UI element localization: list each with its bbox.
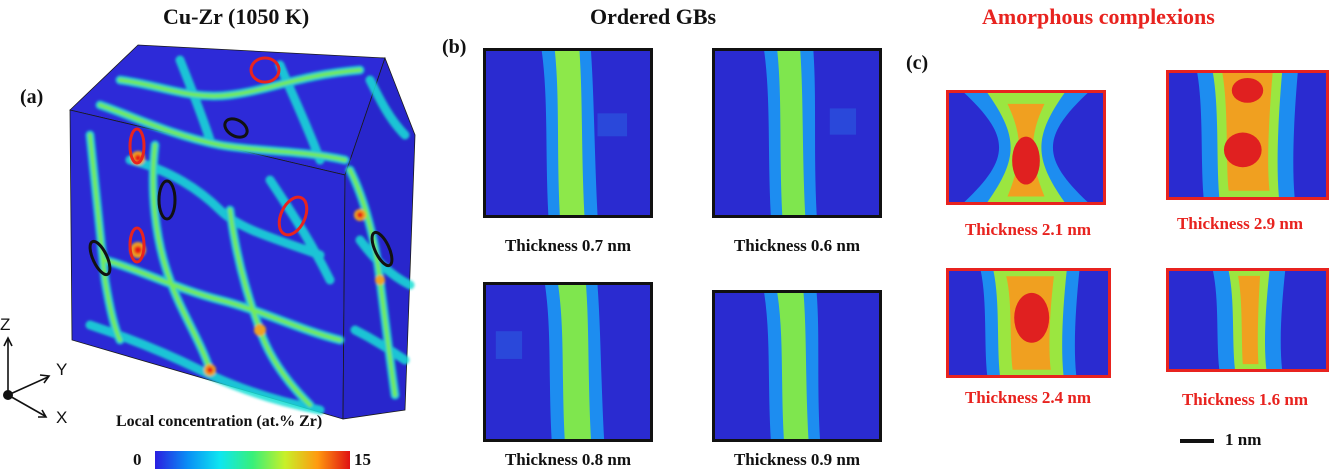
panel-c-title: Amorphous complexions — [982, 4, 1215, 29]
ordered-gb-image — [712, 48, 882, 218]
amorphous-complexion-image — [946, 268, 1111, 378]
thickness-label: Thickness 0.8 nm — [504, 450, 632, 469]
colorbar-title: Local concentration (at.% Zr) — [116, 413, 323, 430]
axes-triad: Z Y X — [0, 300, 90, 430]
panel-a-label: (a) — [20, 86, 44, 108]
thickness-label: Thickness 0.7 nm — [504, 236, 632, 255]
colorbar-min-label: 0 — [133, 450, 142, 469]
ordered-gb-image — [712, 290, 882, 442]
y-axis-label: Y — [56, 360, 68, 379]
thickness-label: Thickness 0.6 nm — [733, 236, 861, 255]
amorphous-complexion-image — [1166, 268, 1329, 372]
thickness-label: Thickness 2.4 nm — [964, 388, 1092, 407]
panel-b-title: Ordered GBs — [590, 4, 717, 29]
thickness-label: Thickness 0.9 nm — [733, 450, 861, 469]
scale-bar — [1180, 439, 1214, 443]
thickness-label: Thickness 2.1 nm — [964, 220, 1092, 239]
colorbar-max-label: 15 — [354, 450, 371, 469]
thickness-label: Thickness 2.9 nm — [1176, 214, 1304, 233]
amorphous-complexion-image — [946, 90, 1106, 205]
z-axis-label: Z — [0, 315, 11, 334]
ordered-gb-image — [483, 282, 653, 442]
cu-zr-cube-image — [60, 40, 420, 420]
amorphous-complexion-image — [1166, 70, 1329, 200]
panel-c-label: (c) — [906, 52, 929, 74]
panel-a-title: Cu-Zr (1050 K) — [163, 4, 310, 29]
scale-bar-label: 1 nm — [1225, 430, 1262, 449]
ordered-gb-image — [483, 48, 653, 218]
x-axis-label: X — [56, 408, 68, 427]
thickness-label: Thickness 1.6 nm — [1181, 390, 1309, 409]
colorbar — [155, 451, 350, 469]
panel-b-label: (b) — [442, 36, 467, 58]
